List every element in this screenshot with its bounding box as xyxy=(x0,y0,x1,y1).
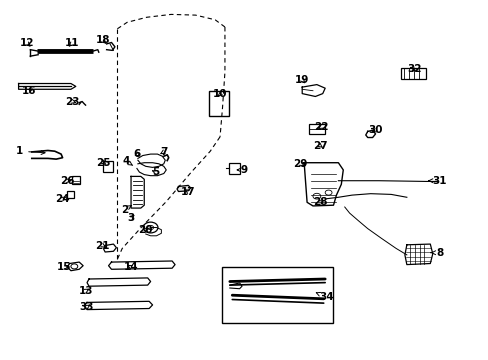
Text: 31: 31 xyxy=(428,176,446,186)
Text: 6: 6 xyxy=(133,149,140,159)
Text: 14: 14 xyxy=(123,262,138,272)
Text: 11: 11 xyxy=(65,38,80,48)
Text: 7: 7 xyxy=(160,147,167,157)
Text: 12: 12 xyxy=(20,38,34,48)
Text: 10: 10 xyxy=(212,89,227,99)
Text: 15: 15 xyxy=(56,262,71,272)
Bar xyxy=(308,124,324,134)
Text: 18: 18 xyxy=(95,35,110,45)
Text: 22: 22 xyxy=(314,122,328,132)
Text: 5: 5 xyxy=(152,167,159,177)
Text: 34: 34 xyxy=(316,292,333,302)
Bar xyxy=(72,176,80,184)
Bar xyxy=(228,163,239,174)
Polygon shape xyxy=(177,185,190,192)
Text: 30: 30 xyxy=(367,125,382,135)
Text: 9: 9 xyxy=(237,165,247,175)
Bar xyxy=(209,91,228,116)
Text: 33: 33 xyxy=(80,302,94,312)
Text: 28: 28 xyxy=(312,197,327,207)
Text: 25: 25 xyxy=(96,158,111,168)
Text: 3: 3 xyxy=(127,213,134,223)
Text: 26: 26 xyxy=(60,176,75,186)
Bar xyxy=(102,161,113,172)
Text: 17: 17 xyxy=(181,186,195,197)
Text: 4: 4 xyxy=(122,156,132,166)
Text: 24: 24 xyxy=(55,194,70,204)
Text: 13: 13 xyxy=(78,286,93,296)
Text: 21: 21 xyxy=(95,240,110,251)
Text: 27: 27 xyxy=(312,141,327,151)
Text: 8: 8 xyxy=(430,248,443,258)
Bar xyxy=(67,191,74,198)
Text: 16: 16 xyxy=(22,86,37,96)
Text: 19: 19 xyxy=(294,75,309,85)
Text: 1: 1 xyxy=(16,146,45,156)
Text: 20: 20 xyxy=(138,225,153,235)
Text: 23: 23 xyxy=(65,96,80,107)
Text: 2: 2 xyxy=(121,204,131,215)
Bar xyxy=(400,68,426,79)
Bar xyxy=(222,267,332,323)
Text: 32: 32 xyxy=(407,64,421,74)
Text: 29: 29 xyxy=(293,159,307,169)
